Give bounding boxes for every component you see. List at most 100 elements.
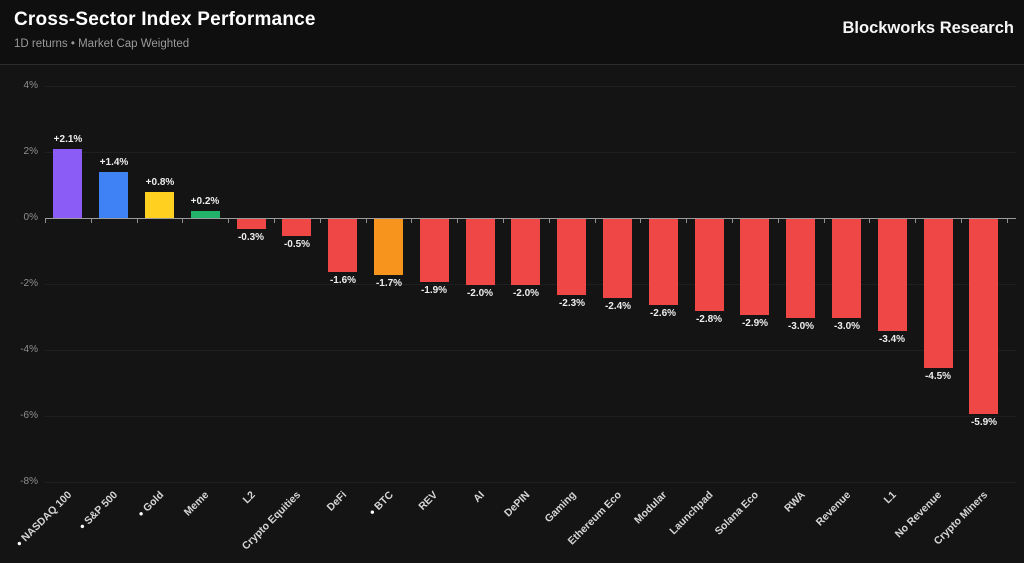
bar-depin	[511, 219, 540, 285]
bar-nasdaq-100	[53, 149, 82, 218]
axis-tick	[640, 219, 641, 223]
x-axis-label-revenue: Revenue	[814, 489, 854, 529]
bar-defi	[328, 219, 357, 272]
bar-value-label: -0.5%	[283, 239, 311, 250]
bar-value-label: -2.8%	[695, 314, 723, 325]
bar-value-label: -5.9%	[970, 417, 998, 428]
bar-crypto-miners	[969, 219, 998, 414]
axis-tick	[45, 219, 46, 223]
x-axis-label-l1: L1	[881, 489, 899, 507]
chart-title: Cross-Sector Index Performance	[14, 9, 316, 30]
axis-tick	[824, 219, 825, 223]
bar-no-revenue	[924, 219, 953, 368]
axis-tick	[366, 219, 367, 223]
axis-tick	[869, 219, 870, 223]
axis-tick	[182, 219, 183, 223]
axis-tick	[411, 219, 412, 223]
x-axis-label-l2: L2	[240, 489, 258, 507]
x-axis-label-rwa: RWA	[781, 489, 808, 515]
x-axis-label-nasdaq-100: ●NASDAQ 100	[14, 489, 75, 549]
bar-gaming	[557, 219, 586, 295]
y-axis-label: -8%	[20, 476, 38, 487]
x-axis-label-ai: AI	[470, 489, 487, 505]
bar-value-label: -1.9%	[420, 285, 448, 296]
y-axis-label: 2%	[23, 146, 38, 157]
zero-axis-line	[45, 218, 1016, 219]
axis-tick	[686, 219, 687, 223]
chart-header: Cross-Sector Index Performance 1D return…	[0, 0, 1024, 65]
bar-rwa	[786, 219, 815, 318]
y-axis-label: -2%	[20, 278, 38, 289]
bar-l2	[237, 219, 266, 229]
bar-value-label: -1.7%	[375, 278, 403, 289]
bullet-dot-icon: ●	[366, 507, 377, 517]
bar-value-label: +0.8%	[145, 177, 175, 188]
x-axis-label-btc: ●BTC	[366, 489, 396, 517]
bar-launchpad	[695, 219, 724, 311]
gridline	[45, 152, 1016, 153]
bar-value-label: -2.6%	[649, 308, 677, 319]
bar-s-p-500	[99, 172, 128, 218]
axis-tick	[1007, 219, 1008, 223]
bullet-dot-icon: ●	[136, 508, 147, 519]
y-axis-label: -6%	[20, 410, 38, 421]
axis-tick	[137, 219, 138, 223]
bar-value-label: -2.0%	[512, 288, 540, 299]
x-axis-label-rev: REV	[416, 489, 441, 513]
bar-value-label: -1.6%	[329, 275, 357, 286]
axis-tick	[320, 219, 321, 223]
gridline	[45, 482, 1016, 483]
x-axis-label-defi: DeFi	[324, 489, 350, 514]
bar-value-label: -2.9%	[741, 318, 769, 329]
bar-value-label: -2.3%	[558, 298, 586, 309]
bar-value-label: -2.4%	[604, 301, 632, 312]
x-axis-label-solana-eco: Solana Eco	[712, 489, 762, 538]
x-axis-label-depin: DePIN	[502, 489, 533, 520]
bar-revenue	[832, 219, 861, 318]
brand-logo-text: Blockworks Research	[842, 19, 1014, 37]
bar-gold	[145, 192, 174, 218]
bar-value-label: -2.0%	[466, 288, 494, 299]
bar-value-label: -4.5%	[924, 371, 952, 382]
x-axis-label-gold: ●Gold	[136, 489, 167, 519]
bar-ai	[466, 219, 495, 285]
x-axis-label-launchpad: Launchpad	[667, 489, 716, 538]
axis-tick	[595, 219, 596, 223]
axis-tick	[457, 219, 458, 223]
bar-value-label: +1.4%	[99, 157, 129, 168]
bar-value-label: -3.4%	[878, 334, 906, 345]
bar-crypto-equities	[282, 219, 311, 236]
axis-tick	[503, 219, 504, 223]
bar-value-label: +0.2%	[190, 196, 220, 207]
bar-modular	[649, 219, 678, 305]
bar-value-label: -0.3%	[237, 232, 265, 243]
bar-value-label: -3.0%	[833, 321, 861, 332]
y-axis-label: 4%	[23, 80, 38, 91]
x-axis-label-s-p-500: ●S&P 500	[77, 489, 121, 532]
axis-tick	[915, 219, 916, 223]
bar-value-label: -3.0%	[787, 321, 815, 332]
axis-tick	[91, 219, 92, 223]
axis-tick	[549, 219, 550, 223]
gridline	[45, 86, 1016, 87]
y-axis-label: -4%	[20, 344, 38, 355]
bar-l1	[878, 219, 907, 331]
bar-solana-eco	[740, 219, 769, 315]
axis-tick	[732, 219, 733, 223]
bar-rev	[420, 219, 449, 282]
bar-btc	[374, 219, 403, 275]
bar-meme	[191, 211, 220, 218]
bullet-dot-icon: ●	[14, 538, 25, 549]
bar-ethereum-eco	[603, 219, 632, 298]
bar-value-label: +2.1%	[53, 134, 83, 145]
gridline	[45, 350, 1016, 351]
axis-tick	[961, 219, 962, 223]
axis-tick	[228, 219, 229, 223]
x-axis-label-meme: Meme	[181, 489, 212, 519]
x-axis-label-modular: Modular	[632, 489, 670, 527]
axis-tick	[778, 219, 779, 223]
y-axis-label: 0%	[23, 212, 38, 223]
axis-tick	[274, 219, 275, 223]
